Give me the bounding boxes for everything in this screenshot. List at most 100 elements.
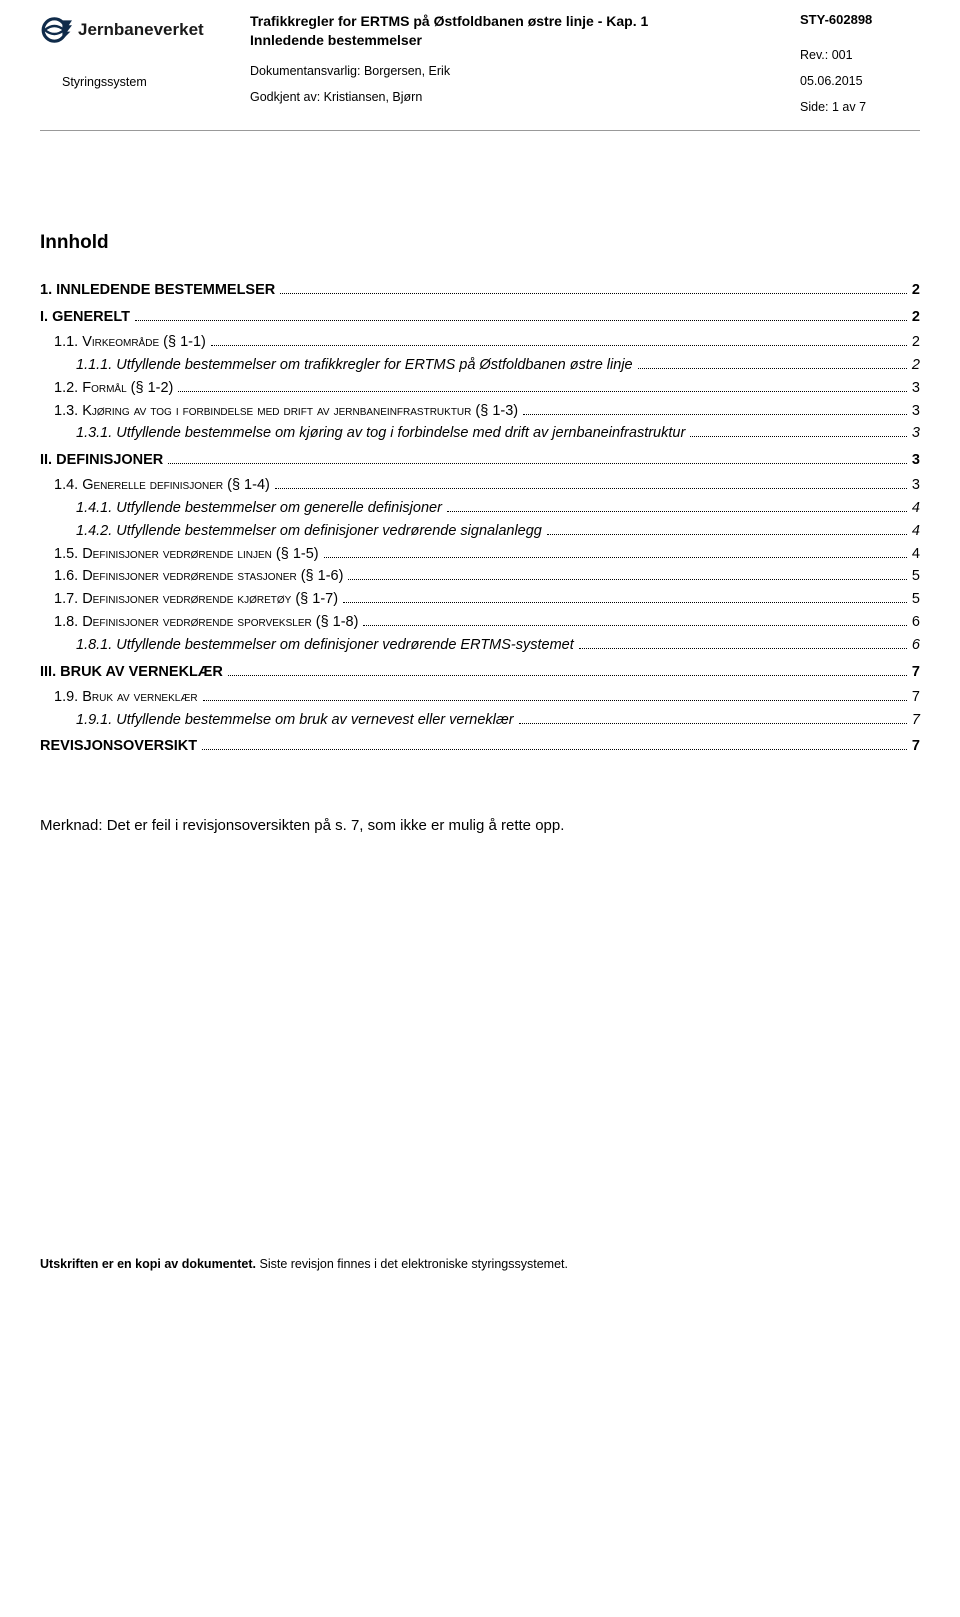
toc-entry: 1.1.1. Utfyllende bestemmelser om trafik… — [76, 356, 920, 375]
toc-page: 2 — [910, 281, 920, 300]
toc-leader-dots — [638, 368, 907, 369]
toc-entry: 1.3. Kjøring av tog i forbindelse med dr… — [54, 402, 920, 421]
toc-page: 3 — [910, 379, 920, 398]
date: 05.06.2015 — [800, 73, 920, 89]
toc-leader-dots — [348, 579, 906, 580]
toc-entry: I. GENERELT 2 — [40, 308, 920, 327]
toc-entry: 1.6. Definisjoner vedrørende stasjoner (… — [54, 567, 920, 586]
innhold-heading: Innhold — [40, 231, 920, 256]
toc-label: 1.6. Definisjoner vedrørende stasjoner (… — [54, 567, 345, 586]
toc-label: 1.7. Definisjoner vedrørende kjøretøy (§… — [54, 590, 340, 609]
toc-label: 1.4. Generelle definisjoner (§ 1-4) — [54, 476, 272, 495]
doc-title-line1: Trafikkregler for ERTMS på Østfoldbanen … — [250, 12, 800, 31]
revision: Rev.: 001 — [800, 47, 920, 63]
toc-label: 1.4.2. Utfyllende bestemmelser om defini… — [76, 522, 544, 541]
toc-page: 3 — [910, 424, 920, 443]
toc-entry: 1.8.1. Utfyllende bestemmelser om defini… — [76, 636, 920, 655]
toc-entry: III. BRUK AV VERNEKLÆR 7 — [40, 663, 920, 682]
godkjent-av: Godkjent av: Kristiansen, Bjørn — [250, 89, 800, 105]
toc-page: 2 — [910, 308, 920, 327]
toc-leader-dots — [547, 534, 907, 535]
logo-text: Jernbaneverket — [78, 19, 204, 41]
toc-entry: 1.4.2. Utfyllende bestemmelser om defini… — [76, 522, 920, 541]
toc-entry: 1.4.1. Utfyllende bestemmelser om genere… — [76, 499, 920, 518]
toc-label: 1.1.1. Utfyllende bestemmelser om trafik… — [76, 356, 635, 375]
toc-label: 1.5. Definisjoner vedrørende linjen (§ 1… — [54, 545, 321, 564]
toc-label: 1.2. Formål (§ 1-2) — [54, 379, 175, 398]
toc-page: 3 — [910, 402, 920, 421]
toc-label: 1. INNLEDENDE BESTEMMELSER — [40, 281, 277, 300]
toc-page: 7 — [910, 711, 920, 730]
sty-code: STY-602898 — [800, 12, 920, 29]
toc-label: 1.4.1. Utfyllende bestemmelser om genere… — [76, 499, 444, 518]
styringssystem-label: Styringssystem — [40, 74, 240, 90]
toc-page: 3 — [910, 476, 920, 495]
dokumentansvarlig: Dokumentansvarlig: Borgersen, Erik — [250, 63, 800, 79]
toc-leader-dots — [275, 488, 907, 489]
toc-entry: 1.1. Virkeområde (§ 1-1) 2 — [54, 333, 920, 352]
toc-leader-dots — [363, 625, 906, 626]
toc-page: 3 — [910, 451, 920, 470]
toc-page: 7 — [910, 737, 920, 756]
toc-entry: 1.7. Definisjoner vedrørende kjøretøy (§… — [54, 590, 920, 609]
toc-leader-dots — [211, 345, 907, 346]
document-header: Jernbaneverket Styringssystem Trafikkreg… — [40, 12, 920, 131]
footer-rest: Siste revisjon finnes i det elektroniske… — [256, 1257, 568, 1271]
doc-meta: Dokumentansvarlig: Borgersen, Erik Godkj… — [250, 63, 800, 106]
toc-label: REVISJONSOVERSIKT — [40, 737, 199, 756]
toc-label: III. BRUK AV VERNEKLÆR — [40, 663, 225, 682]
toc-leader-dots — [228, 675, 907, 676]
footer: Utskriften er en kopi av dokumentet. Sis… — [40, 1256, 920, 1272]
toc-page: 5 — [910, 567, 920, 586]
page-side: Side: 1 av 7 — [800, 99, 920, 115]
toc-label: 1.1. Virkeområde (§ 1-1) — [54, 333, 208, 352]
toc-entry: 1.2. Formål (§ 1-2) 3 — [54, 379, 920, 398]
toc-leader-dots — [178, 391, 907, 392]
toc-entry: REVISJONSOVERSIKT 7 — [40, 737, 920, 756]
toc-page: 6 — [910, 636, 920, 655]
toc-page: 4 — [910, 499, 920, 518]
toc-leader-dots — [203, 700, 907, 701]
toc-leader-dots — [135, 320, 907, 321]
toc-leader-dots — [343, 602, 907, 603]
toc-label: 1.8. Definisjoner vedrørende sporveksler… — [54, 613, 360, 632]
toc-label: 1.9. Bruk av verneklær — [54, 688, 200, 707]
toc-page: 5 — [910, 590, 920, 609]
toc-entry: 1.9.1. Utfyllende bestemmelse om bruk av… — [76, 711, 920, 730]
globe-wing-icon — [40, 14, 72, 46]
toc-page: 7 — [910, 688, 920, 707]
toc-page: 4 — [910, 545, 920, 564]
logo: Jernbaneverket — [40, 14, 240, 46]
header-left: Jernbaneverket Styringssystem — [40, 12, 240, 126]
toc-page: 7 — [910, 663, 920, 682]
toc-leader-dots — [202, 749, 907, 750]
toc-label: 1.8.1. Utfyllende bestemmelser om defini… — [76, 636, 576, 655]
toc-label: 1.9.1. Utfyllende bestemmelse om bruk av… — [76, 711, 516, 730]
merknad-note: Merknad: Det er feil i revisjonsoversikt… — [40, 816, 920, 836]
toc-label: 1.3. Kjøring av tog i forbindelse med dr… — [54, 402, 520, 421]
toc-page: 4 — [910, 522, 920, 541]
toc-label: 1.3.1. Utfyllende bestemmelse om kjøring… — [76, 424, 687, 443]
toc-label: I. GENERELT — [40, 308, 132, 327]
toc-leader-dots — [690, 436, 907, 437]
toc-leader-dots — [280, 293, 907, 294]
toc-entry: 1.3.1. Utfyllende bestemmelse om kjøring… — [76, 424, 920, 443]
toc-label: II. DEFINISJONER — [40, 451, 165, 470]
toc-page: 2 — [910, 356, 920, 375]
toc-entry: 1.5. Definisjoner vedrørende linjen (§ 1… — [54, 545, 920, 564]
toc-entry: 1.9. Bruk av verneklær 7 — [54, 688, 920, 707]
header-center: Trafikkregler for ERTMS på Østfoldbanen … — [240, 12, 800, 126]
footer-bold: Utskriften er en kopi av dokumentet. — [40, 1257, 256, 1271]
toc-leader-dots — [523, 414, 907, 415]
toc-leader-dots — [324, 557, 907, 558]
table-of-contents: 1. INNLEDENDE BESTEMMELSER2I. GENERELT21… — [40, 281, 920, 756]
toc-leader-dots — [579, 648, 907, 649]
toc-leader-dots — [519, 723, 907, 724]
toc-entry: II. DEFINISJONER 3 — [40, 451, 920, 470]
toc-leader-dots — [447, 511, 907, 512]
toc-page: 6 — [910, 613, 920, 632]
header-right: STY-602898 Rev.: 001 05.06.2015 Side: 1 … — [800, 12, 920, 126]
toc-entry: 1. INNLEDENDE BESTEMMELSER 2 — [40, 281, 920, 300]
doc-title-line2: Innledende bestemmelser — [250, 31, 800, 49]
toc-page: 2 — [910, 333, 920, 352]
